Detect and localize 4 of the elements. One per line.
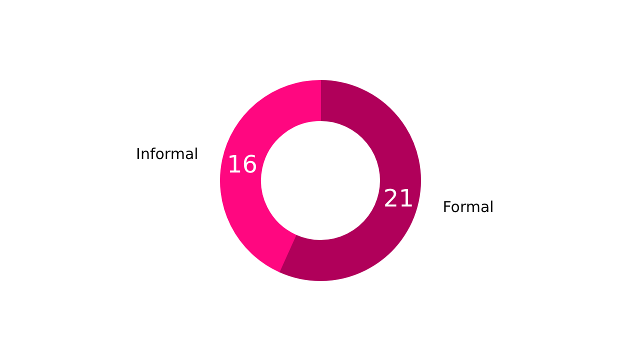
slice-label: Informal (136, 145, 198, 164)
data-label: 21 (383, 184, 414, 212)
slice-label: Formal (442, 198, 494, 216)
data-label: 16 (227, 150, 258, 179)
